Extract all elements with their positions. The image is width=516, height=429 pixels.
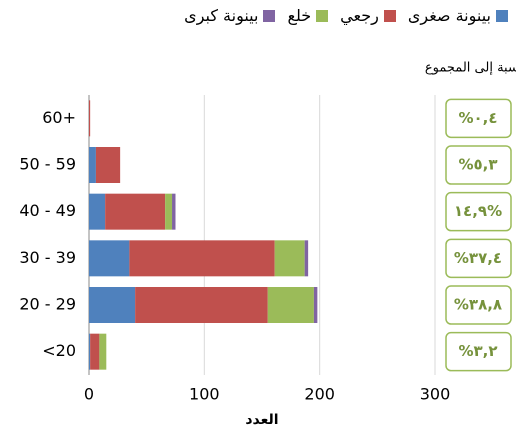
share-label: ١٤,٩% bbox=[454, 202, 502, 220]
share-box: %٠,٤ bbox=[445, 98, 512, 139]
bar-segment bbox=[89, 193, 106, 230]
x-tick-label: 200 bbox=[304, 385, 335, 404]
share-box-frame bbox=[445, 98, 512, 139]
legend-swatch bbox=[383, 9, 396, 22]
share-box: %٣٧,٤ bbox=[445, 238, 512, 279]
x-axis-label: العدد bbox=[245, 412, 278, 428]
legend-item: خلع bbox=[287, 6, 329, 25]
y-tick-label: 40 - 49 bbox=[19, 201, 76, 220]
bar-segment bbox=[313, 287, 318, 323]
bar-segment bbox=[90, 333, 100, 370]
bar-segment bbox=[89, 240, 130, 277]
legend-item: بينونة كبرى bbox=[184, 6, 276, 25]
share-box: %٣,٢ bbox=[445, 331, 512, 372]
legend-label: بينونة صغرى bbox=[407, 6, 491, 25]
bar-segment bbox=[172, 193, 176, 230]
share-label: %٣٨,٨ bbox=[454, 296, 502, 314]
bar-segment bbox=[135, 287, 268, 323]
y-tick-label: 20 - 29 bbox=[19, 295, 76, 314]
share-box-frame bbox=[445, 331, 512, 372]
bar-segment bbox=[89, 287, 136, 323]
bar-segment bbox=[129, 240, 275, 277]
bar-segment bbox=[165, 193, 173, 230]
bar-segment bbox=[89, 333, 91, 370]
bar-segment bbox=[304, 240, 309, 277]
bar-segment bbox=[95, 147, 121, 183]
x-tick-label: 0 bbox=[84, 385, 94, 404]
share-label: %٠,٤ bbox=[458, 109, 497, 127]
y-tick-label: 60+ bbox=[42, 108, 76, 127]
legend-item: رجعي bbox=[340, 6, 396, 25]
legend-swatch bbox=[263, 9, 276, 22]
share-label: %٣,٢ bbox=[458, 342, 497, 360]
y-tick-label: <20 bbox=[42, 341, 76, 360]
legend-item: بينونة صغرى bbox=[408, 6, 508, 25]
share-label: %٣٧,٤ bbox=[454, 249, 502, 267]
bar-segment bbox=[89, 100, 91, 137]
y-tick-label: 50 - 59 bbox=[19, 155, 76, 174]
legend: بينونة صغرى رجعي خلع بينونة كبرى bbox=[184, 6, 508, 25]
share-label: %٥,٣ bbox=[458, 156, 497, 174]
share-box-frame bbox=[445, 238, 512, 279]
legend-swatch bbox=[496, 9, 508, 22]
x-tick-label: 100 bbox=[189, 385, 220, 404]
share-box-frame bbox=[445, 285, 512, 325]
legend-label: رجعي bbox=[340, 6, 379, 25]
bar-segment bbox=[99, 333, 107, 370]
bar-segment bbox=[89, 147, 96, 183]
share-box: ١٤,٩% bbox=[445, 191, 512, 232]
bar-segment bbox=[274, 240, 305, 277]
y-tick-label: 30 - 39 bbox=[19, 248, 76, 267]
legend-label: بينونة كبرى bbox=[184, 6, 259, 25]
x-tick-label: 300 bbox=[420, 385, 451, 404]
share-box-frame bbox=[445, 191, 512, 232]
legend-swatch bbox=[316, 9, 329, 22]
bar-segment bbox=[105, 193, 166, 230]
share-title: النسبة إلى المجموع bbox=[425, 61, 516, 76]
share-box: %٥,٣ bbox=[445, 145, 512, 185]
share-box-frame bbox=[445, 145, 512, 185]
share-box: %٣٨,٨ bbox=[445, 285, 512, 325]
legend-label: خلع bbox=[287, 6, 312, 25]
bar-segment bbox=[267, 287, 314, 323]
